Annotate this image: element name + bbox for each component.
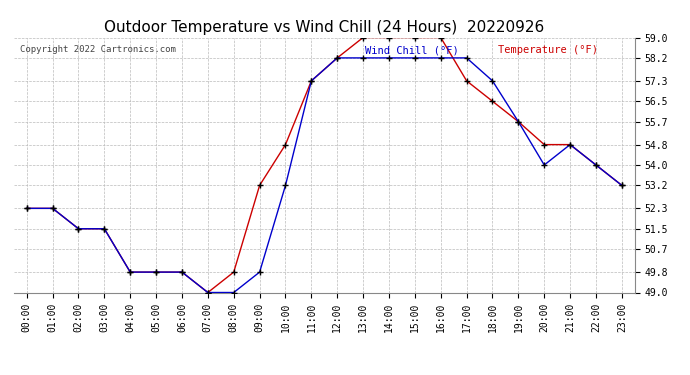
- Title: Outdoor Temperature vs Wind Chill (24 Hours)  20220926: Outdoor Temperature vs Wind Chill (24 Ho…: [104, 20, 544, 35]
- Text: Temperature (°F): Temperature (°F): [498, 45, 598, 55]
- Text: Wind Chill (°F): Wind Chill (°F): [365, 45, 458, 55]
- Text: Copyright 2022 Cartronics.com: Copyright 2022 Cartronics.com: [20, 45, 176, 54]
